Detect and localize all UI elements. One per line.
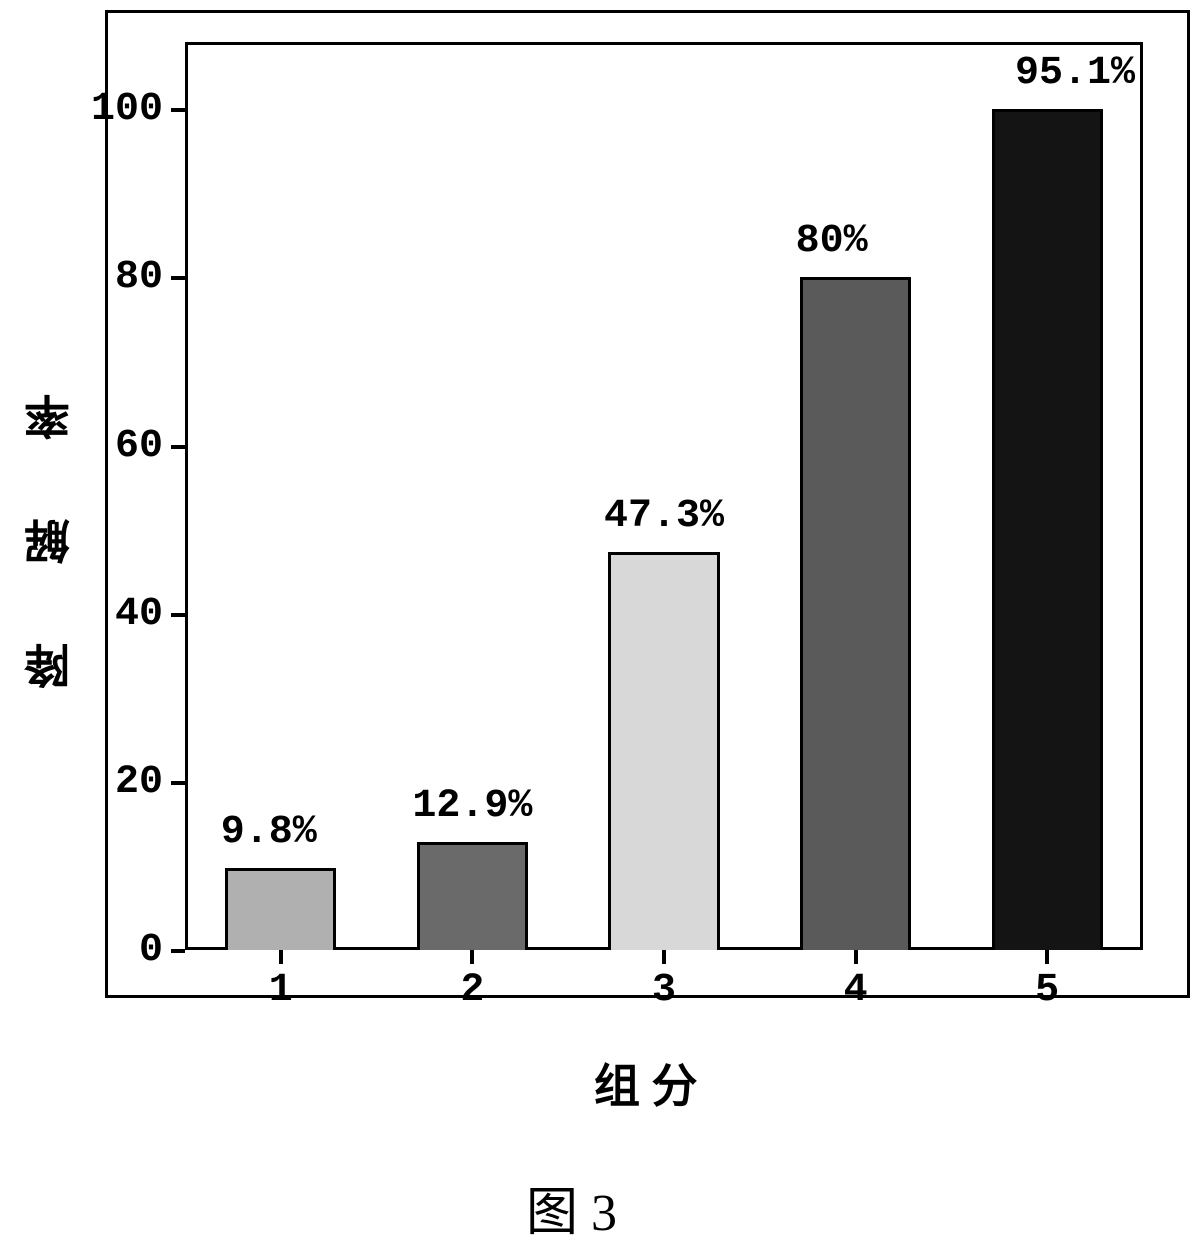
x-tick-label: 4 (826, 968, 886, 1013)
figure-container: 9.8% 12.9% 47.3% 80% 95.1% 0 20 40 60 80 100 1 2 3 4… (0, 0, 1196, 1252)
y-tick (171, 108, 185, 112)
y-tick (171, 276, 185, 280)
figure-caption: 图 3 (526, 1170, 617, 1245)
bar-value-label: 47.3% (604, 494, 724, 539)
x-tick (470, 950, 474, 964)
bar-value-label: 9.8% (221, 810, 317, 855)
y-tick (171, 613, 185, 617)
y-tick-label: 40 (115, 592, 163, 637)
y-axis-label: 降 解 率 (28, 380, 74, 689)
x-tick (662, 950, 666, 964)
y-tick (171, 949, 185, 953)
bar-value-label: 95.1% (1015, 51, 1135, 96)
x-tick-label: 2 (442, 968, 502, 1013)
x-axis-label: 组 分 (594, 1050, 698, 1116)
chart-bar (800, 277, 911, 950)
x-tick (1045, 950, 1049, 964)
y-tick (171, 445, 185, 449)
chart-bar (417, 842, 528, 950)
y-tick-label: 0 (139, 928, 163, 973)
x-tick-label: 1 (251, 968, 311, 1013)
y-tick-label: 60 (115, 424, 163, 469)
x-tick-label: 5 (1017, 968, 1077, 1013)
x-tick-label: 3 (634, 968, 694, 1013)
bar-value-label: 12.9% (412, 784, 532, 829)
y-tick-label: 100 (91, 87, 163, 132)
chart-bar (992, 109, 1103, 950)
y-tick (171, 781, 185, 785)
y-tick-label: 20 (115, 760, 163, 805)
bar-value-label: 80% (796, 219, 868, 264)
y-tick-label: 80 (115, 255, 163, 300)
chart-bar (225, 868, 336, 950)
chart-bar (608, 552, 719, 950)
x-tick (279, 950, 283, 964)
x-tick (854, 950, 858, 964)
